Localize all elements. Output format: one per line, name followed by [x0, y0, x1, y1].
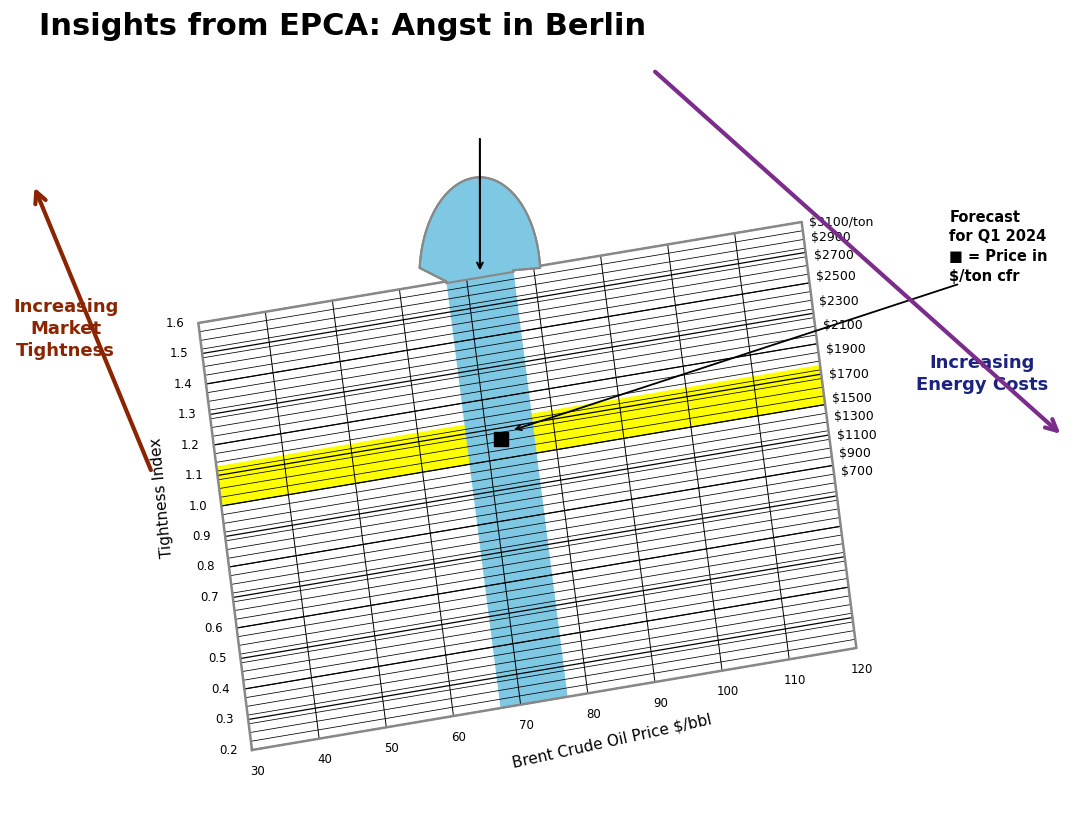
Text: $900: $900 — [839, 447, 870, 459]
Text: 110: 110 — [784, 674, 805, 687]
Polygon shape — [420, 178, 540, 283]
Text: $2500: $2500 — [816, 270, 856, 284]
Polygon shape — [198, 222, 856, 750]
Text: 0.9: 0.9 — [193, 530, 211, 543]
Text: 80: 80 — [585, 708, 601, 721]
Text: 0.2: 0.2 — [219, 744, 238, 756]
Text: $1500: $1500 — [831, 392, 872, 405]
Text: $1300: $1300 — [835, 410, 874, 423]
Text: 0.6: 0.6 — [204, 621, 222, 635]
Text: $700: $700 — [841, 465, 874, 478]
Text: Forecast
for Q1 2024
■ = Price in
$/ton cfr: Forecast for Q1 2024 ■ = Price in $/ton … — [950, 210, 1048, 284]
Text: $2700: $2700 — [813, 249, 853, 262]
Text: 100: 100 — [717, 686, 738, 699]
Text: 30: 30 — [250, 764, 264, 778]
Text: 50: 50 — [385, 742, 399, 755]
Text: 1.3: 1.3 — [177, 408, 196, 421]
Text: $3100/ton: $3100/ton — [810, 215, 874, 229]
Text: $1100: $1100 — [837, 428, 876, 441]
Text: $2100: $2100 — [823, 319, 862, 332]
Text: 40: 40 — [318, 754, 332, 766]
Text: $2300: $2300 — [820, 294, 860, 307]
Text: 1.2: 1.2 — [181, 438, 199, 451]
Text: 90: 90 — [653, 697, 668, 709]
Text: 60: 60 — [451, 731, 466, 744]
Text: Insights from EPCA: Angst in Berlin: Insights from EPCA: Angst in Berlin — [39, 12, 646, 41]
Text: 70: 70 — [518, 719, 533, 732]
Text: 120: 120 — [851, 663, 873, 676]
Text: 1.1: 1.1 — [184, 469, 204, 482]
Text: 1.5: 1.5 — [169, 347, 189, 360]
Text: Tightness Index: Tightness Index — [149, 437, 176, 558]
Text: 1.4: 1.4 — [173, 377, 192, 390]
Text: $1900: $1900 — [826, 344, 865, 356]
Text: $2900: $2900 — [811, 231, 851, 243]
Text: 1.0: 1.0 — [189, 500, 207, 512]
Text: 1.6: 1.6 — [166, 316, 184, 330]
Text: 0.3: 0.3 — [216, 713, 234, 726]
Polygon shape — [217, 365, 825, 506]
Text: Brent Crude Oil Price $/bbl: Brent Crude Oil Price $/bbl — [511, 712, 713, 770]
Text: 0.5: 0.5 — [208, 652, 227, 665]
Text: 0.8: 0.8 — [196, 561, 215, 574]
Text: Increasing
Market
Tightness: Increasing Market Tightness — [13, 298, 118, 360]
Text: 0.4: 0.4 — [211, 682, 230, 695]
Polygon shape — [447, 270, 568, 708]
Text: $1700: $1700 — [829, 367, 868, 381]
Text: 0.7: 0.7 — [201, 591, 219, 604]
Text: Increasing
Energy Costs: Increasing Energy Costs — [916, 354, 1048, 394]
